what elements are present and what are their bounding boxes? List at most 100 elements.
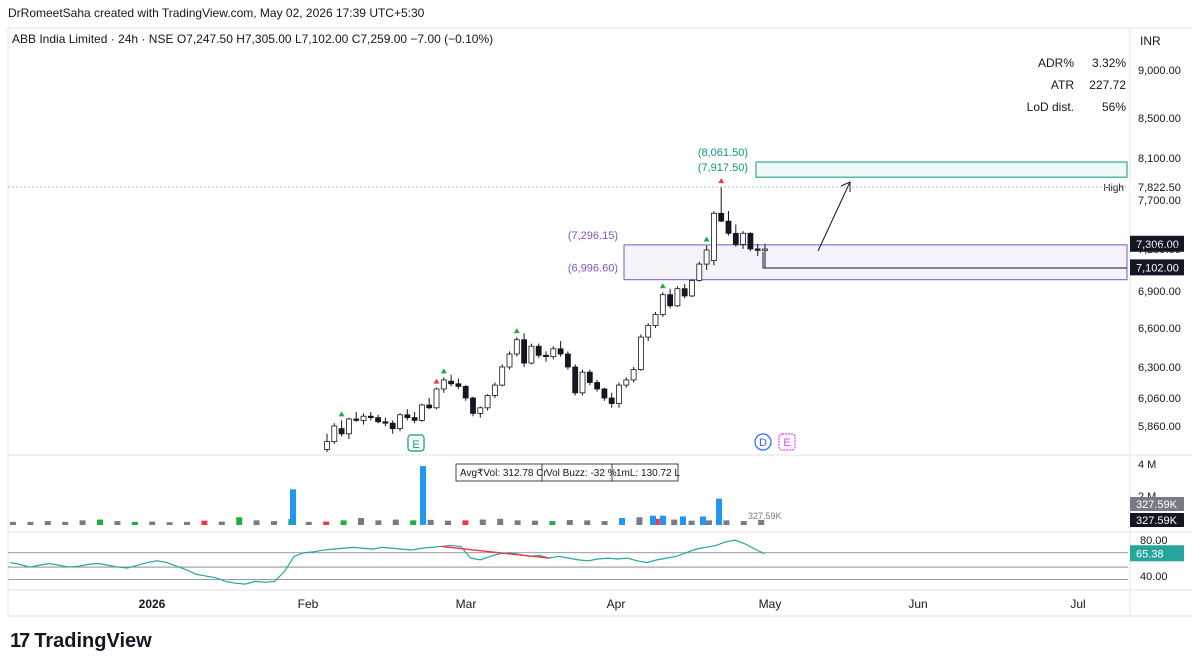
earnings-event-icon[interactable]: E <box>407 434 425 452</box>
earnings-upcoming-event-icon[interactable]: E <box>778 433 796 451</box>
symbol-name[interactable]: ABB India Limited <box>12 32 108 46</box>
candle-body-up <box>499 366 506 386</box>
stats-label: ADR% <box>1037 56 1074 70</box>
earnings-event-label: E <box>412 439 419 451</box>
candle-body-up <box>345 418 352 435</box>
projection-arrow-line[interactable] <box>817 181 851 252</box>
buy-signal-marker <box>659 283 666 289</box>
candle-body-up <box>638 336 644 370</box>
upper-price-label: 7,306.00 <box>1136 239 1179 251</box>
candle <box>703 245 710 270</box>
volume-bar <box>532 520 538 525</box>
candle <box>367 412 374 421</box>
candle-body-up <box>331 425 338 443</box>
candle <box>477 406 484 418</box>
time-tick-label: May <box>759 597 782 611</box>
candle <box>579 369 586 396</box>
volume-bar <box>566 520 573 525</box>
volume-last-box-1 <box>1130 497 1184 511</box>
candle-body-down <box>367 415 374 419</box>
candle-body-down <box>594 382 600 390</box>
high-tag: High <box>1103 183 1124 194</box>
price-tick-label: 7,700.00 <box>1138 195 1181 207</box>
volume-bar <box>619 518 625 525</box>
candle <box>360 413 367 425</box>
candle-body-up <box>659 294 666 315</box>
candle-body-down <box>557 348 564 355</box>
candle <box>470 396 476 417</box>
candle <box>594 379 600 392</box>
volume-bar <box>62 521 69 525</box>
candle-body-down <box>455 383 462 387</box>
candle <box>762 243 768 268</box>
separator-dot: · <box>110 32 119 46</box>
volume-bar <box>375 520 382 525</box>
candle-body-up <box>550 348 557 357</box>
sell-signal-marker <box>718 178 725 184</box>
stop-level-line[interactable] <box>762 252 1127 269</box>
candle <box>689 279 695 298</box>
candle-body-down <box>375 417 382 423</box>
volume-bar <box>44 521 51 525</box>
stats-table: ADR% 3.32% ATR 227.72 LoD dist. 56% <box>1012 52 1126 118</box>
candle-body-down <box>382 421 389 424</box>
volume-bar <box>462 520 469 525</box>
candle-body-up <box>528 345 535 364</box>
volume-bar <box>706 520 712 525</box>
volume-bar <box>131 521 138 525</box>
price-tick-label: 8,100.00 <box>1138 153 1181 165</box>
volume-last-value: 327.59K <box>1136 515 1178 527</box>
stats-label: ATR <box>1050 78 1074 92</box>
volume-bar <box>636 517 643 525</box>
interval-label[interactable]: 24h <box>118 32 139 46</box>
volume-bar <box>650 515 656 525</box>
volume-bar <box>218 521 225 525</box>
close-value: C7,259.00 <box>351 32 408 46</box>
candle-body-down <box>754 248 761 251</box>
close-price-label: 7,259.00 <box>1138 244 1181 256</box>
rsi-divergence-line <box>441 545 550 559</box>
rsi-band <box>8 552 1128 553</box>
candle-body-down <box>747 232 754 250</box>
candle <box>535 343 542 358</box>
time-tick-label: Feb <box>298 597 319 611</box>
candle <box>565 351 571 370</box>
candle-body-down <box>353 418 360 421</box>
volume-bar <box>740 521 747 525</box>
candle <box>608 392 615 408</box>
candle <box>711 211 717 266</box>
candle-body-up <box>674 288 681 307</box>
dividend-event-icon[interactable]: D <box>754 433 772 451</box>
tradingview-logo[interactable]: 17 TradingView <box>10 630 152 653</box>
candle-body-down <box>565 353 571 368</box>
candle <box>674 286 681 308</box>
candle-body-down <box>470 397 476 414</box>
candle-body-down <box>601 388 608 399</box>
upper-price-box <box>1130 235 1184 252</box>
stats-row-lod: LoD dist. 56% <box>1012 96 1126 118</box>
candle-body-up <box>397 414 403 429</box>
low-price-box <box>1130 259 1184 276</box>
stats-row-atr: ATR 227.72 <box>1012 74 1126 96</box>
candle-body-down <box>718 212 725 222</box>
candle-body-up <box>711 212 717 261</box>
volume-bar <box>97 519 103 525</box>
volume-bar <box>420 466 426 525</box>
volume-bar <box>358 518 364 525</box>
rsi-tick-label: 40.00 <box>1140 571 1168 583</box>
candle <box>382 417 389 426</box>
time-tick-label: Jun <box>908 597 927 611</box>
low-value: L7,102.00 <box>294 32 349 46</box>
candle <box>499 364 506 387</box>
currency-label[interactable]: INR <box>1140 34 1161 48</box>
candle-body-down <box>411 417 418 421</box>
volume-bar <box>340 520 347 525</box>
volume-bar <box>305 521 312 525</box>
volume-bar <box>671 519 678 525</box>
candle <box>353 412 360 422</box>
candle-body-up <box>623 379 630 386</box>
open-value: O7,247.50 <box>176 32 233 46</box>
rsi-last-value: 65.38 <box>1136 548 1164 560</box>
volume-bar <box>549 521 556 525</box>
